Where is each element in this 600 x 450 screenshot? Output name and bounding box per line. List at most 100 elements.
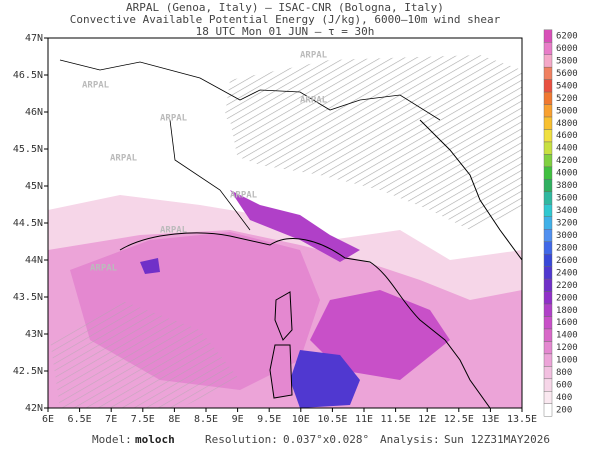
color-swatch xyxy=(543,278,553,292)
watermark: ARPAL xyxy=(160,114,188,124)
header-line: Convective Available Potential Energy (J… xyxy=(70,13,501,26)
watermark: ARPAL xyxy=(82,81,110,91)
colorbar-label: 5000 xyxy=(556,106,578,116)
colorbar-label: 5800 xyxy=(556,56,578,66)
colorbar-label: 1200 xyxy=(556,343,578,353)
colorbar-label: 2400 xyxy=(556,268,578,278)
y-tick-label: 42N xyxy=(25,403,43,414)
y-tick-label: 44.5N xyxy=(13,218,43,229)
y-tick-label: 47N xyxy=(25,33,43,44)
colorbar-label: 5200 xyxy=(556,94,578,104)
colorbar-label: 1000 xyxy=(556,356,578,366)
x-tick-label: 12E xyxy=(418,414,436,425)
colorbar-label: 800 xyxy=(556,368,572,378)
y-tick-label: 46N xyxy=(25,107,43,118)
colorbar-label: 4000 xyxy=(556,169,578,179)
colorbar-label: 4400 xyxy=(556,144,578,154)
colorbar-label: 4200 xyxy=(556,156,578,166)
colorbar-label: 2000 xyxy=(556,293,578,303)
x-tick-label: 12.5E xyxy=(444,414,474,425)
color-swatch xyxy=(543,253,553,267)
colorbar-label: 3200 xyxy=(556,219,578,229)
color-swatch xyxy=(543,353,553,367)
x-tick-label: 11E xyxy=(355,414,373,425)
colorbar-label: 6200 xyxy=(556,32,578,42)
colorbar-label: 2200 xyxy=(556,281,578,291)
color-swatch xyxy=(543,141,553,155)
footer-model: moloch xyxy=(135,433,175,446)
y-tick-label: 45N xyxy=(25,181,43,192)
colorbar-label: 1400 xyxy=(556,331,578,341)
watermark: ARPAL xyxy=(110,154,138,164)
color-swatch xyxy=(543,116,553,130)
x-tick-label: 7.5E xyxy=(131,414,155,425)
colorbar-label: 400 xyxy=(556,393,572,403)
colorbar-label: 3000 xyxy=(556,231,578,241)
color-swatch xyxy=(543,54,553,68)
color-swatch xyxy=(543,166,553,180)
x-tick-label: 7E xyxy=(105,414,117,425)
color-swatch xyxy=(543,303,553,317)
color-swatch xyxy=(543,104,553,118)
colorbar-label: 5400 xyxy=(556,81,578,91)
x-tick-label: 10.5E xyxy=(317,414,347,425)
color-swatch xyxy=(543,204,553,217)
x-tick-label: 13.5E xyxy=(507,414,537,425)
color-swatch xyxy=(543,79,553,93)
color-swatch xyxy=(543,66,553,80)
watermark: ARPAL xyxy=(160,226,188,236)
map-field xyxy=(48,38,522,408)
x-tick-label: 6E xyxy=(42,414,54,425)
color-swatch xyxy=(543,154,553,168)
color-swatch xyxy=(543,42,553,55)
color-swatch xyxy=(543,241,553,255)
y-tick-label: 46.5N xyxy=(13,70,43,81)
x-tick-label: 10E xyxy=(292,414,310,425)
colorbar-label: 600 xyxy=(556,381,572,391)
header-line: 18 UTC Mon 01 JUN – τ = 30h xyxy=(196,25,375,38)
color-swatch xyxy=(543,191,553,205)
colorbar-label: 3800 xyxy=(556,181,578,191)
color-swatch xyxy=(543,328,553,342)
x-tick-label: 8.5E xyxy=(194,414,218,425)
colorbar-label: 2800 xyxy=(556,243,578,253)
color-swatch xyxy=(543,341,553,355)
x-tick-label: 6.5E xyxy=(68,414,92,425)
color-swatch xyxy=(543,29,553,43)
watermark: ARPAL xyxy=(300,51,328,61)
x-tick-label: 9E xyxy=(232,414,244,425)
colorbar-label: 3600 xyxy=(556,194,578,204)
color-swatch xyxy=(543,229,553,242)
x-tick-label: 9.5E xyxy=(257,414,281,425)
color-swatch xyxy=(543,378,553,392)
footer-model-label: Model: xyxy=(92,433,132,446)
color-swatch xyxy=(543,403,553,417)
watermark: ARPAL xyxy=(300,96,328,106)
colorbar-label: 6000 xyxy=(556,44,578,54)
x-tick-label: 13E xyxy=(481,414,499,425)
y-tick-label: 42.5N xyxy=(13,366,43,377)
colorbar-label: 4800 xyxy=(556,119,578,129)
x-tick-label: 8E xyxy=(168,414,180,425)
colorbar-label: 1600 xyxy=(556,318,578,328)
color-swatch xyxy=(543,291,553,305)
y-tick-label: 44N xyxy=(25,255,43,266)
colorbar: 6200 6000 5800 5600 5400 5200 5000 4800 4600 4400… xyxy=(543,29,578,417)
footer: Model: moloch Resolution: 0.037°x0.028° Anal… xyxy=(92,433,550,446)
y-tick-label: 43N xyxy=(25,329,43,340)
colorbar-label: 1800 xyxy=(556,306,578,316)
color-swatch xyxy=(543,366,553,380)
color-swatch xyxy=(543,316,553,330)
x-tick-label: 11.5E xyxy=(381,414,411,425)
y-tick-label: 43.5N xyxy=(13,292,43,303)
footer-analysis: Sun 12Z31MAY2026 xyxy=(444,433,550,446)
color-swatch xyxy=(543,266,553,280)
color-swatch xyxy=(543,216,553,230)
axes: 6E 6.5E 7E 7.5E 8E 8.5E 9E 9.5E 10E 10.5E 11E 11.5E… xyxy=(13,33,537,425)
color-swatch xyxy=(543,129,553,143)
y-tick-label: 45.5N xyxy=(13,144,43,155)
footer-analysis-label: Analysis: xyxy=(380,433,440,446)
color-swatch xyxy=(543,179,553,193)
header-line: ARPAL (Genoa, Italy) – ISAC-CNR (Bologna… xyxy=(126,1,444,14)
